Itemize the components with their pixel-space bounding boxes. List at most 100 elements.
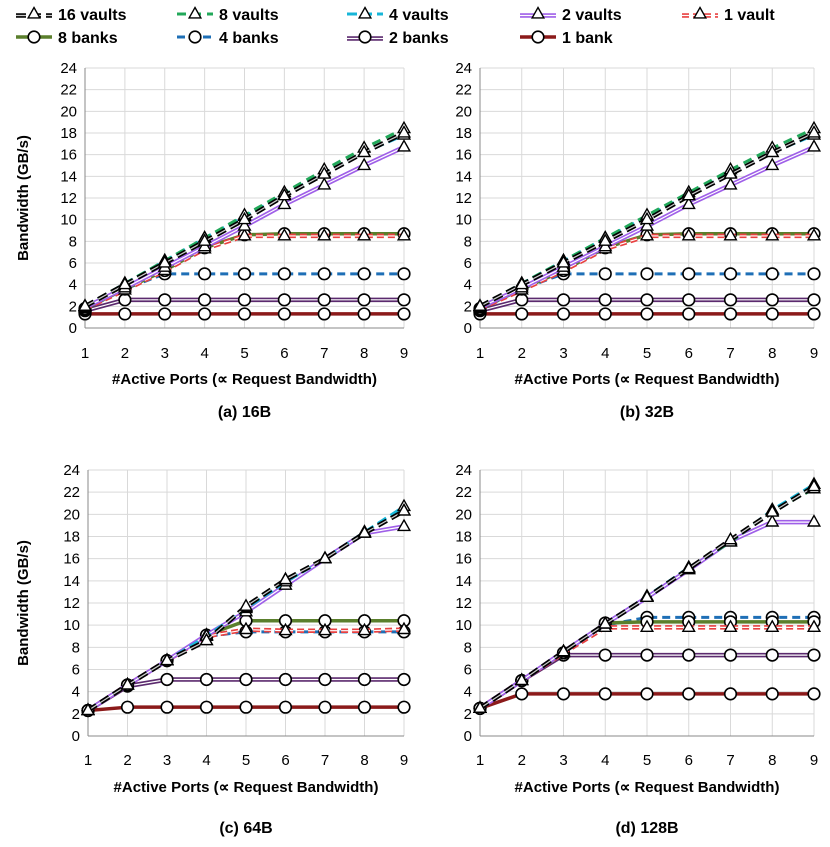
x-tick-label: 4 bbox=[601, 752, 609, 769]
legend-item-16-vaults: 16 vaults bbox=[16, 6, 127, 24]
data-point-triangle bbox=[317, 177, 332, 190]
data-point-circle bbox=[598, 307, 612, 321]
y-tick-label: 14 bbox=[455, 168, 472, 185]
legend-label: 8 vaults bbox=[219, 7, 279, 24]
data-point-circle bbox=[397, 672, 411, 687]
legend-item-2-vaults: 2 vaults bbox=[520, 6, 622, 24]
data-point-circle bbox=[598, 293, 612, 307]
y-tick-label: 12 bbox=[455, 190, 472, 207]
y-tick-label: 4 bbox=[72, 684, 80, 701]
data-point-triangle bbox=[277, 196, 292, 210]
x-tick-label: 8 bbox=[360, 345, 368, 362]
data-point-circle bbox=[317, 307, 331, 321]
legend-label: 1 vault bbox=[724, 7, 775, 24]
data-point-circle bbox=[765, 687, 779, 701]
data-point-circle bbox=[239, 672, 253, 687]
y-tick-label: 4 bbox=[464, 277, 472, 294]
data-point-triangle bbox=[238, 621, 254, 635]
x-tick-label: 6 bbox=[281, 752, 289, 769]
y-tick-label: 0 bbox=[72, 728, 80, 745]
data-point-triangle bbox=[639, 218, 655, 231]
data-point-triangle bbox=[277, 227, 292, 241]
data-point-circle bbox=[556, 687, 571, 701]
data-point-circle bbox=[598, 267, 612, 281]
legend-marker-circle bbox=[358, 30, 372, 44]
data-point-triangle bbox=[472, 700, 488, 713]
data-point-circle bbox=[160, 700, 174, 714]
y-tick-label: 8 bbox=[464, 233, 472, 250]
data-point-circle bbox=[277, 307, 291, 321]
data-point-circle bbox=[807, 293, 821, 307]
data-point-circle bbox=[640, 648, 654, 662]
y-tick-label: 2 bbox=[69, 298, 77, 315]
legend-item-8-banks: 8 banks bbox=[16, 30, 118, 47]
x-tick-label: 5 bbox=[643, 752, 651, 769]
y-tick-label: 0 bbox=[464, 320, 472, 337]
y-tick-label: 4 bbox=[69, 277, 77, 294]
x-tick-label: 2 bbox=[121, 345, 129, 362]
legend-item-4-vaults: 4 vaults bbox=[347, 6, 449, 24]
chart-caption: (a) 16B bbox=[218, 404, 271, 421]
data-point-circle bbox=[682, 307, 696, 321]
data-point-triangle bbox=[514, 276, 529, 290]
data-point-circle bbox=[723, 648, 738, 662]
x-tick-label: 3 bbox=[559, 345, 567, 362]
series-16-vaults bbox=[472, 125, 822, 311]
data-point-triangle bbox=[357, 157, 372, 171]
x-tick-label: 5 bbox=[643, 345, 651, 362]
data-point-triangle bbox=[396, 503, 412, 516]
y-tick-label: 18 bbox=[63, 529, 80, 546]
x-tick-label: 1 bbox=[476, 752, 484, 769]
y-tick-label: 10 bbox=[60, 212, 77, 229]
data-point-triangle bbox=[639, 227, 655, 241]
data-point-triangle bbox=[723, 227, 738, 241]
x-tick-label: 8 bbox=[768, 345, 776, 362]
x-tick-label: 2 bbox=[518, 752, 526, 769]
data-point-triangle bbox=[199, 632, 214, 646]
x-tick-label: 6 bbox=[280, 345, 288, 362]
y-tick-label: 16 bbox=[63, 551, 80, 568]
data-point-circle bbox=[723, 687, 738, 701]
legend-marker-triangle bbox=[26, 6, 42, 19]
y-tick-label: 4 bbox=[464, 684, 472, 701]
y-tick-label: 12 bbox=[60, 190, 77, 207]
data-point-triangle bbox=[639, 619, 655, 632]
y-tick-label: 20 bbox=[63, 506, 80, 523]
x-tick-label: 5 bbox=[242, 752, 250, 769]
y-tick-label: 20 bbox=[455, 103, 472, 120]
y-tick-label: 16 bbox=[455, 147, 472, 164]
data-point-circle bbox=[807, 307, 821, 321]
data-point-triangle bbox=[472, 298, 488, 311]
x-tick-label: 9 bbox=[400, 345, 408, 362]
y-tick-label: 0 bbox=[69, 320, 77, 337]
data-point-circle bbox=[357, 267, 371, 281]
data-point-triangle bbox=[806, 514, 822, 527]
data-point-triangle bbox=[598, 616, 613, 629]
data-point-triangle bbox=[357, 622, 372, 636]
chart-caption: (d) 128B bbox=[615, 820, 678, 837]
data-point-triangle bbox=[681, 560, 696, 574]
data-point-triangle bbox=[396, 125, 412, 138]
data-point-circle bbox=[397, 700, 411, 714]
x-tick-label: 7 bbox=[726, 752, 734, 769]
data-point-triangle bbox=[681, 196, 696, 210]
y-tick-label: 12 bbox=[455, 595, 472, 612]
data-point-triangle bbox=[765, 144, 780, 158]
data-point-triangle bbox=[556, 643, 571, 657]
x-tick-label: 9 bbox=[810, 345, 818, 362]
data-point-triangle bbox=[157, 255, 172, 268]
legend-item-2-banks: 2 banks bbox=[347, 30, 449, 47]
y-tick-label: 14 bbox=[455, 573, 472, 590]
data-point-triangle bbox=[806, 125, 822, 138]
data-point-circle bbox=[317, 293, 331, 307]
data-point-triangle bbox=[237, 211, 252, 225]
series-1-bank bbox=[473, 307, 821, 321]
x-tick-label: 8 bbox=[360, 752, 368, 769]
data-point-circle bbox=[765, 293, 779, 307]
legend-label: 4 vaults bbox=[389, 7, 449, 24]
data-point-triangle bbox=[317, 166, 332, 179]
y-tick-label: 24 bbox=[455, 60, 472, 77]
data-point-circle bbox=[515, 293, 529, 307]
